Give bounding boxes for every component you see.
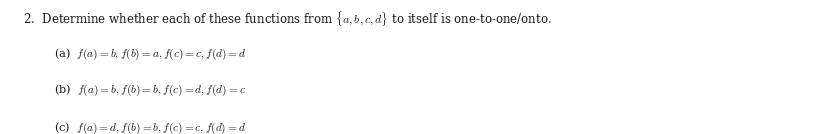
Text: (c)  $f(a) = d, f(b) = b, f(c) = c, f(d) = d$: (c) $f(a) = d, f(b) = b, f(c) = c, f(d) …	[54, 121, 246, 134]
Text: (a)  $f(a) = b, f(b) = a, f(c) = c, f(d) = d$: (a) $f(a) = b, f(b) = a, f(c) = c, f(d) …	[54, 47, 246, 62]
Text: 2.  Determine whether each of these functions from $\{a, b, c, d\}$ to itself is: 2. Determine whether each of these funct…	[23, 9, 552, 28]
Text: (b)  $f(a) = b, f(b) = b, f(c) = d, f(d) = c$: (b) $f(a) = b, f(b) = b, f(c) = d, f(d) …	[54, 83, 246, 98]
